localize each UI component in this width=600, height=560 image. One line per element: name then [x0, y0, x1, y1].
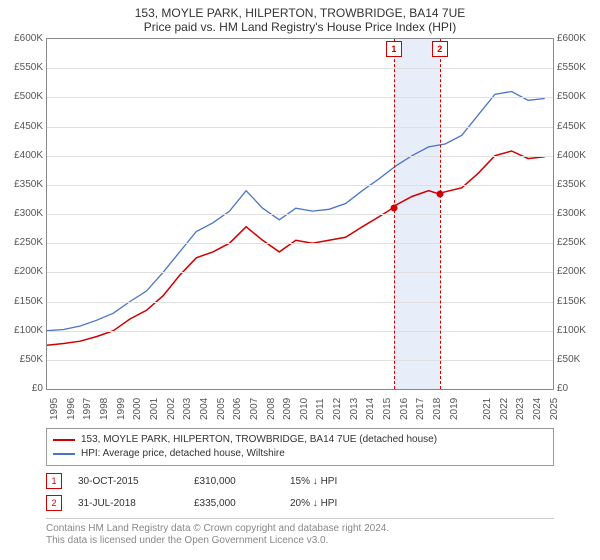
ytick-right: £100K — [557, 325, 595, 336]
gridline-h — [47, 331, 553, 332]
xtick: 2003 — [182, 398, 193, 420]
gridline-h — [47, 214, 553, 215]
sales-table: 1 30-OCT-2015 £310,000 15% ↓ HPI 2 31-JUL-201… — [46, 470, 554, 514]
xtick: 2014 — [365, 398, 376, 420]
ytick-left: £350K — [5, 179, 43, 190]
sale-marker-box: 2 — [432, 41, 448, 57]
xtick: 2019 — [449, 398, 460, 420]
xtick: 2002 — [166, 398, 177, 420]
ytick-left: £150K — [5, 296, 43, 307]
ytick-right: £0 — [557, 383, 595, 394]
gridline-h — [47, 185, 553, 186]
xtick: 2012 — [332, 398, 343, 420]
xtick: 2001 — [149, 398, 160, 420]
xtick: 2024 — [532, 398, 543, 420]
legend-swatch-hpi — [53, 453, 75, 455]
xtick: 1995 — [49, 398, 60, 420]
xtick: 2010 — [299, 398, 310, 420]
chart-plot-area: £0£0£50K£50K£100K£100K£150K£150K£200K£20… — [46, 38, 554, 390]
footnote: Contains HM Land Registry data © Crown c… — [46, 518, 554, 547]
sale-row: 1 30-OCT-2015 £310,000 15% ↓ HPI — [46, 470, 554, 492]
sale-delta: 15% ↓ HPI — [290, 476, 337, 487]
sale-date: 30-OCT-2015 — [78, 476, 178, 487]
ytick-left: £200K — [5, 266, 43, 277]
xtick: 2022 — [499, 398, 510, 420]
gridline-h — [47, 272, 553, 273]
xtick: 2021 — [482, 398, 493, 420]
ytick-right: £250K — [557, 237, 595, 248]
gridline-h — [47, 156, 553, 157]
xtick: 2025 — [549, 398, 560, 420]
x-axis-ticks: 1995 1996 1997 1998 1999 2000 2001 2002 2003 2004… — [46, 390, 554, 426]
legend-swatch-price-paid — [53, 439, 75, 441]
xtick: 2016 — [399, 398, 410, 420]
sale-marker-box: 1 — [386, 41, 402, 57]
xtick: 2011 — [315, 398, 326, 420]
ytick-right: £450K — [557, 121, 595, 132]
sale-row-marker: 2 — [46, 495, 62, 511]
ytick-left: £500K — [5, 91, 43, 102]
xtick: 2008 — [266, 398, 277, 420]
xtick: 2013 — [349, 398, 360, 420]
ytick-left: £50K — [5, 354, 43, 365]
xtick: 2015 — [382, 398, 393, 420]
sale-delta: 20% ↓ HPI — [290, 498, 337, 509]
gridline-h — [47, 68, 553, 69]
ytick-left: £400K — [5, 150, 43, 161]
chart-title: 153, MOYLE PARK, HILPERTON, TROWBRIDGE, … — [0, 0, 600, 20]
ytick-right: £350K — [557, 179, 595, 190]
gridline-h — [47, 243, 553, 244]
ytick-right: £550K — [557, 62, 595, 73]
xtick: 1996 — [66, 398, 77, 420]
xtick: 1998 — [99, 398, 110, 420]
sale-row: 2 31-JUL-2018 £335,000 20% ↓ HPI — [46, 492, 554, 514]
series-price_paid — [47, 151, 545, 345]
sale-dot — [436, 190, 443, 197]
legend-box: 153, MOYLE PARK, HILPERTON, TROWBRIDGE, … — [46, 428, 554, 466]
xtick: 2005 — [216, 398, 227, 420]
sale-price: £310,000 — [194, 476, 274, 487]
sale-date: 31-JUL-2018 — [78, 498, 178, 509]
gridline-h — [47, 302, 553, 303]
xtick: 2004 — [199, 398, 210, 420]
legend-label-price-paid: 153, MOYLE PARK, HILPERTON, TROWBRIDGE, … — [81, 433, 437, 447]
ytick-right: £300K — [557, 208, 595, 219]
footnote-line1: Contains HM Land Registry data © Crown c… — [46, 523, 554, 535]
ytick-right: £400K — [557, 150, 595, 161]
xtick: 2000 — [132, 398, 143, 420]
ytick-left: £600K — [5, 33, 43, 44]
gridline-h — [47, 97, 553, 98]
sale-price: £335,000 — [194, 498, 274, 509]
ytick-right: £150K — [557, 296, 595, 307]
legend-row-hpi: HPI: Average price, detached house, Wilt… — [53, 447, 547, 461]
xtick: 2007 — [249, 398, 260, 420]
gridline-h — [47, 360, 553, 361]
xtick: 2017 — [415, 398, 426, 420]
xtick: 1997 — [82, 398, 93, 420]
ytick-left: £0 — [5, 383, 43, 394]
ytick-left: £250K — [5, 237, 43, 248]
sale-vline — [440, 39, 441, 389]
sale-vline — [394, 39, 395, 389]
footnote-line2: This data is licensed under the Open Gov… — [46, 535, 554, 547]
legend-row-price-paid: 153, MOYLE PARK, HILPERTON, TROWBRIDGE, … — [53, 433, 547, 447]
ytick-right: £600K — [557, 33, 595, 44]
sale-row-marker: 1 — [46, 473, 62, 489]
xtick: 2023 — [515, 398, 526, 420]
ytick-right: £500K — [557, 91, 595, 102]
ytick-right: £200K — [557, 266, 595, 277]
ytick-left: £450K — [5, 121, 43, 132]
legend-label-hpi: HPI: Average price, detached house, Wilt… — [81, 447, 285, 461]
ytick-left: £300K — [5, 208, 43, 219]
gridline-h — [47, 127, 553, 128]
xtick: 2006 — [232, 398, 243, 420]
xtick: 2018 — [432, 398, 443, 420]
xtick: 2009 — [282, 398, 293, 420]
chart-subtitle: Price paid vs. HM Land Registry's House … — [0, 20, 600, 38]
sale-dot — [390, 205, 397, 212]
ytick-left: £550K — [5, 62, 43, 73]
ytick-left: £100K — [5, 325, 43, 336]
xtick: 1999 — [116, 398, 127, 420]
ytick-right: £50K — [557, 354, 595, 365]
